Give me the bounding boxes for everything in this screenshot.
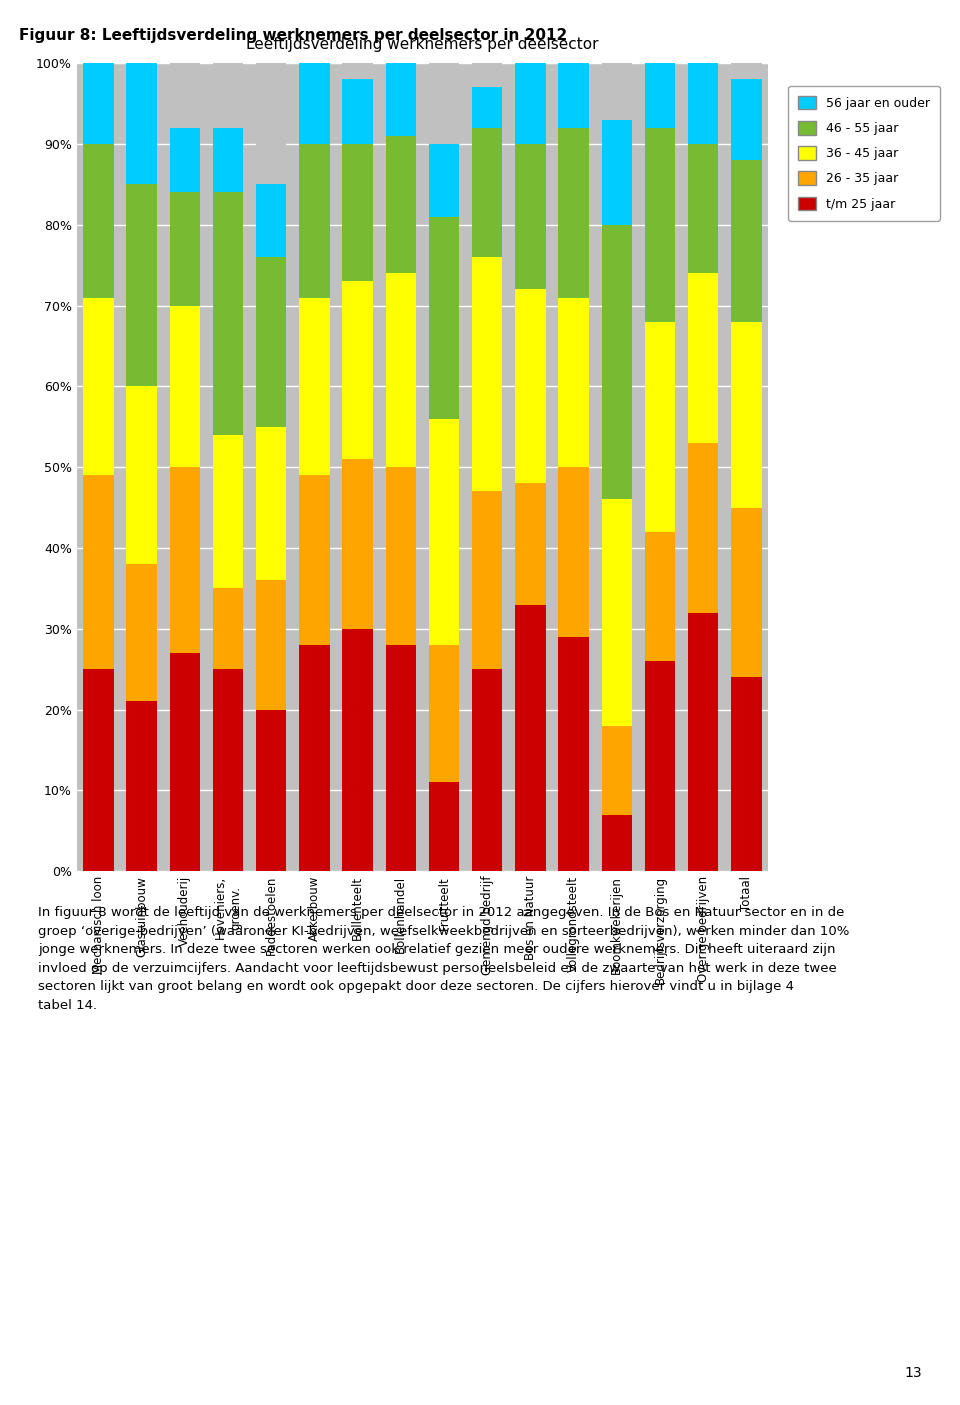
Bar [300, 143, 329, 298]
Bar [386, 466, 416, 645]
Bar [256, 184, 286, 257]
Bar [127, 386, 156, 563]
Bar [127, 701, 156, 871]
Bar [84, 669, 113, 871]
Bar [429, 63, 459, 143]
Bar [559, 63, 588, 128]
Bar [472, 492, 502, 669]
Bar [170, 63, 200, 128]
Bar [559, 636, 588, 871]
Bar [602, 63, 632, 119]
Bar [84, 63, 113, 143]
Bar [429, 143, 459, 216]
Bar [213, 669, 243, 871]
Bar [472, 128, 502, 257]
Bar [429, 419, 459, 645]
Bar [645, 63, 675, 128]
Bar [127, 63, 156, 184]
Bar [559, 298, 588, 466]
Bar [516, 143, 545, 289]
Bar [170, 192, 200, 306]
Text: Figuur 8: Leeftijdsverdeling werknemers per deelsector in 2012: Figuur 8: Leeftijdsverdeling werknemers … [19, 28, 567, 44]
Bar [386, 136, 416, 273]
Bar [602, 725, 632, 815]
Bar [472, 669, 502, 871]
Bar [602, 499, 632, 725]
Text: In figuur 8 wordt de leeftijd van de werknemers per deelsector in 2012 aangegeve: In figuur 8 wordt de leeftijd van de wer… [38, 906, 850, 1012]
Bar [688, 63, 718, 143]
Bar [645, 322, 675, 531]
Bar [732, 677, 761, 871]
Bar [84, 143, 113, 298]
Bar [645, 128, 675, 322]
Bar [170, 653, 200, 871]
Bar [343, 79, 372, 143]
Bar [732, 322, 761, 507]
Bar [84, 298, 113, 475]
Bar [213, 436, 243, 589]
Bar [688, 443, 718, 613]
Bar [429, 783, 459, 871]
Bar [429, 645, 459, 783]
Bar [516, 483, 545, 604]
Bar [559, 466, 588, 636]
Bar [256, 580, 286, 710]
Bar [602, 815, 632, 871]
Bar [213, 589, 243, 669]
Bar [559, 128, 588, 298]
Bar [256, 427, 286, 580]
Legend: 56 jaar en ouder, 46 - 55 jaar, 36 - 45 jaar, 26 - 35 jaar, t/m 25 jaar: 56 jaar en ouder, 46 - 55 jaar, 36 - 45 … [788, 86, 940, 221]
Bar [386, 63, 416, 136]
Bar [343, 459, 372, 629]
Bar [170, 306, 200, 466]
Bar [127, 184, 156, 386]
Bar [688, 143, 718, 273]
Bar [472, 87, 502, 128]
Bar [516, 63, 545, 143]
Bar [256, 710, 286, 871]
Bar [300, 645, 329, 871]
Bar [213, 63, 243, 128]
Bar [170, 466, 200, 653]
Bar [732, 63, 761, 79]
Bar [472, 257, 502, 492]
Bar [516, 289, 545, 483]
Bar [343, 63, 372, 79]
Bar [213, 192, 243, 436]
Bar [732, 160, 761, 322]
Bar [732, 79, 761, 160]
Bar [602, 225, 632, 500]
Bar [472, 63, 502, 87]
Bar [300, 475, 329, 645]
Bar [170, 128, 200, 192]
Bar [645, 531, 675, 660]
Bar [688, 613, 718, 871]
Bar [429, 216, 459, 419]
Bar [343, 281, 372, 459]
Bar [386, 645, 416, 871]
Bar [732, 507, 761, 677]
Bar [516, 604, 545, 871]
Bar [256, 63, 286, 184]
Bar [343, 629, 372, 871]
Bar [386, 273, 416, 466]
Title: Leeftijdsverdeling werknemers per deelsector: Leeftijdsverdeling werknemers per deelse… [246, 38, 599, 52]
Bar [213, 128, 243, 192]
Bar [645, 660, 675, 871]
Bar [688, 273, 718, 443]
Text: 13: 13 [904, 1366, 922, 1380]
Bar [300, 63, 329, 143]
Bar [84, 475, 113, 669]
Bar [256, 257, 286, 427]
Bar [343, 145, 372, 281]
Bar [300, 298, 329, 475]
Bar [127, 563, 156, 701]
Bar [602, 119, 632, 225]
